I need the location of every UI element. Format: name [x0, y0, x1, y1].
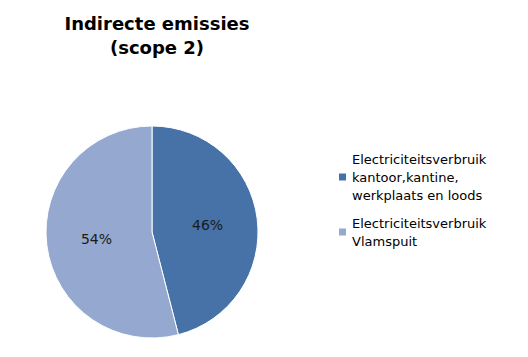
svg-text:54%: 54%	[81, 231, 112, 247]
svg-text:(scope 2): (scope 2)	[110, 37, 204, 58]
svg-text:46%: 46%	[192, 217, 223, 233]
svg-text:werkplaats en loods: werkplaats en loods	[352, 188, 482, 203]
svg-text:Indirecte emissies: Indirecte emissies	[64, 13, 249, 34]
svg-text:kantoor,kantine,: kantoor,kantine,	[352, 170, 463, 185]
svg-text:Electriciteitsverbruik: Electriciteitsverbruik	[352, 152, 491, 167]
svg-text:Electriciteitsverbruik: Electriciteitsverbruik	[352, 216, 491, 231]
svg-text:Vlamspuit: Vlamspuit	[352, 234, 417, 249]
